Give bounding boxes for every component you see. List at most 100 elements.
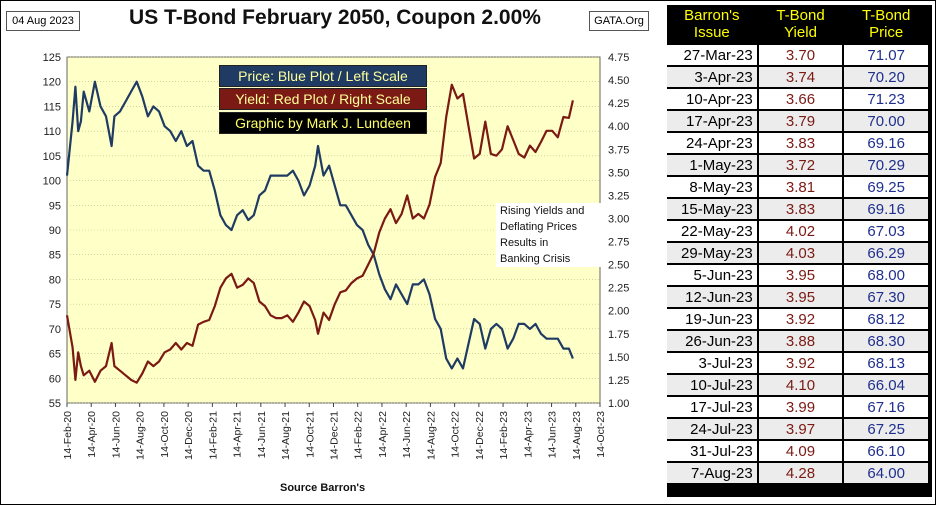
x-tick-label: 14-Dec-21 xyxy=(329,411,341,460)
table-cell: 3.81 xyxy=(758,177,843,197)
table-cell: 3.97 xyxy=(758,419,843,439)
date-badge: 04 Aug 2023 xyxy=(6,11,80,31)
table-row: 26-Jun-23 3.88 68.30 xyxy=(667,331,928,351)
table-header-col-yield: T-Bond Yield xyxy=(758,5,843,43)
table-row: 3-Apr-23 3.74 70.20 xyxy=(667,67,928,87)
table-row: 5-Jun-23 3.95 68.00 xyxy=(667,265,928,285)
y-left-tick-label: 125 xyxy=(43,52,61,64)
table-row: 15-May-23 3.83 69.16 xyxy=(667,199,928,219)
table-cell: 24-Apr-23 xyxy=(667,133,757,153)
x-tick-label: 14-Aug-22 xyxy=(425,411,437,460)
source-label: Source Barron's xyxy=(280,482,366,494)
table-cell: 4.02 xyxy=(758,221,843,241)
x-tick-label: 14-Aug-21 xyxy=(280,411,292,460)
y-right-tick-label: 1.50 xyxy=(608,352,629,364)
table-cell: 7-Aug-23 xyxy=(667,463,757,483)
x-tick-label: 14-Feb-20 xyxy=(62,411,74,460)
y-right-tick-label: 4.75 xyxy=(608,52,629,64)
table-cell: 3.99 xyxy=(758,397,843,417)
table-cell: 27-Mar-23 xyxy=(667,45,757,65)
table-row: 19-Jun-23 3.92 68.12 xyxy=(667,309,928,329)
annotation-line: Deflating Prices xyxy=(500,221,578,233)
table-row: 22-May-23 4.02 67.03 xyxy=(667,221,928,241)
table-row: 12-Jun-23 3.95 67.30 xyxy=(667,287,928,307)
y-right-tick-label: 1.00 xyxy=(608,398,629,410)
x-tick-label: 14-Jun-23 xyxy=(547,411,559,458)
table-cell: 3.95 xyxy=(758,265,843,285)
table-cell: 3.66 xyxy=(758,89,843,109)
table-row: 31-Jul-23 4.09 66.10 xyxy=(667,441,928,461)
table-cell: 24-Jul-23 xyxy=(667,419,757,439)
x-tick-label: 14-Feb-21 xyxy=(207,411,219,460)
y-right-tick-label: 4.25 xyxy=(608,98,629,110)
data-table-panel: Barron's Issue T-Bond Yield T-Bond Price 27-M… xyxy=(667,5,932,497)
series-line-price xyxy=(65,80,574,370)
x-tick-label: 14-Apr-23 xyxy=(522,411,534,458)
table-cell: 3-Jul-23 xyxy=(667,353,757,373)
x-tick-label: 14-Dec-20 xyxy=(183,411,195,460)
x-tick-label: 14-Jun-21 xyxy=(256,411,268,458)
table-row: 3-Jul-23 3.92 68.13 xyxy=(667,353,928,373)
table-cell: 10-Apr-23 xyxy=(667,89,757,109)
y-left-tick-label: 55 xyxy=(49,398,61,410)
table-cell: 4.10 xyxy=(758,375,843,395)
x-tick-label: 14-Apr-22 xyxy=(377,411,389,458)
legend-credit: Graphic by Mark J. Lundeen xyxy=(219,112,427,134)
table-cell: 68.12 xyxy=(844,309,928,329)
table-cell: 3.95 xyxy=(758,287,843,307)
table-cell: 31-Jul-23 xyxy=(667,441,757,461)
table-cell: 67.30 xyxy=(844,287,928,307)
y-left-tick-label: 80 xyxy=(49,274,61,286)
annotation-line: Results in xyxy=(500,237,549,249)
table-cell: 3.72 xyxy=(758,155,843,175)
y-right-tick-label: 2.25 xyxy=(608,283,629,295)
table-cell: 19-Jun-23 xyxy=(667,309,757,329)
table-cell: 17-Jul-23 xyxy=(667,397,757,417)
table-cell: 3.74 xyxy=(758,67,843,87)
table-row: 17-Apr-23 3.79 70.00 xyxy=(667,111,928,131)
table-cell: 3.88 xyxy=(758,331,843,351)
y-left-tick-label: 85 xyxy=(49,250,61,262)
table-cell: 15-May-23 xyxy=(667,199,757,219)
y-left-tick-label: 70 xyxy=(49,324,61,336)
table-cell: 3-Apr-23 xyxy=(667,67,757,87)
table-cell: 70.00 xyxy=(844,111,928,131)
table-header-col-price: T-Bond Price xyxy=(844,5,928,43)
table-row: 24-Jul-23 3.97 67.25 xyxy=(667,419,928,439)
y-left-tick-label: 120 xyxy=(43,77,61,89)
x-tick-label: 14-Apr-20 xyxy=(86,411,98,458)
y-right-tick-label: 3.25 xyxy=(608,190,629,202)
table-cell: 8-May-23 xyxy=(667,177,757,197)
table-cell: 1-May-23 xyxy=(667,155,757,175)
x-tick-label: 14-Aug-20 xyxy=(135,411,147,460)
y-right-tick-label: 1.75 xyxy=(608,329,629,341)
table-cell: 68.30 xyxy=(844,331,928,351)
table-cell: 68.13 xyxy=(844,353,928,373)
table-cell: 5-Jun-23 xyxy=(667,265,757,285)
table-cell: 3.92 xyxy=(758,309,843,329)
table-cell: 64.00 xyxy=(844,463,928,483)
y-right-tick-label: 1.25 xyxy=(608,375,629,387)
y-left-tick-label: 65 xyxy=(49,349,61,361)
y-left-tick-label: 115 xyxy=(43,101,61,113)
table-cell: 12-Jun-23 xyxy=(667,287,757,307)
annotation-line: Rising Yields and xyxy=(500,205,585,217)
x-tick-label: 14-Dec-22 xyxy=(474,411,486,460)
table-cell: 66.04 xyxy=(844,375,928,395)
table-row: 10-Apr-23 3.66 71.23 xyxy=(667,89,928,109)
y-left-tick-label: 95 xyxy=(49,200,61,212)
table-cell: 26-Jun-23 xyxy=(667,331,757,351)
x-tick-label: 14-Oct-21 xyxy=(304,411,316,458)
x-tick-label: 14-Jun-20 xyxy=(110,411,122,458)
table-row: 7-Aug-23 4.28 64.00 xyxy=(667,463,928,483)
table-row: 29-May-23 4.03 66.29 xyxy=(667,243,928,263)
y-right-tick-label: 2.50 xyxy=(608,260,629,272)
y-right-tick-label: 3.00 xyxy=(608,213,629,225)
table-cell: 3.83 xyxy=(758,199,843,219)
table-cell: 66.10 xyxy=(844,441,928,461)
table-cell: 22-May-23 xyxy=(667,221,757,241)
table-cell: 66.29 xyxy=(844,243,928,263)
y-left-tick-label: 60 xyxy=(49,373,61,385)
table-cell: 67.25 xyxy=(844,419,928,439)
table-cell: 71.07 xyxy=(844,45,928,65)
